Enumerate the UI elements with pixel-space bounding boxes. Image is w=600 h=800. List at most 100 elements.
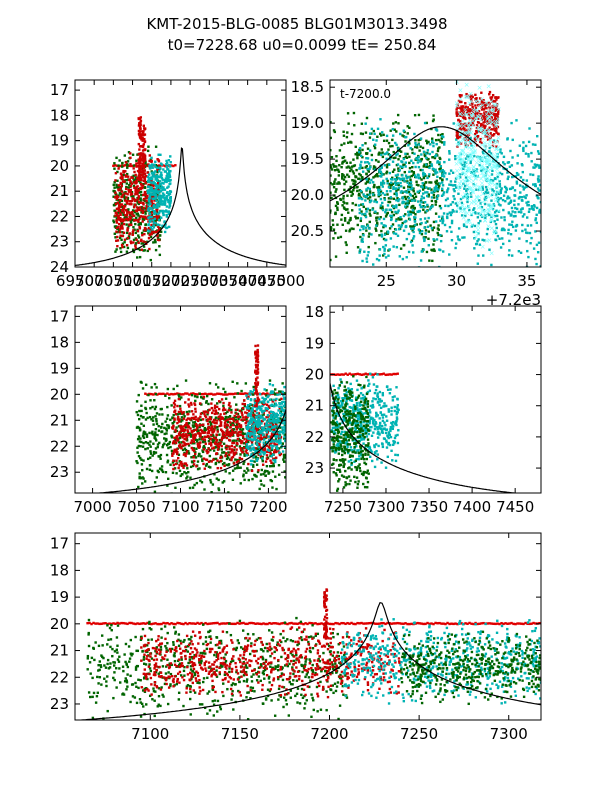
data-point-green <box>228 472 231 475</box>
data-point-red <box>118 199 122 202</box>
data-point-red <box>130 199 134 203</box>
data-point-cyan <box>444 198 448 202</box>
data-point-red <box>213 425 217 428</box>
data-point-green <box>117 164 120 167</box>
data-point-spike <box>141 159 144 162</box>
data-point-cyan <box>396 234 400 238</box>
data-point-cyan <box>449 169 453 172</box>
data-point-cyan <box>525 231 528 234</box>
data-point-green <box>332 228 336 231</box>
data-point-cyan <box>484 171 488 174</box>
data-point-lightcyan: × <box>483 208 489 216</box>
data-point-green <box>424 211 427 214</box>
data-point-red <box>489 127 492 131</box>
data-point-green <box>139 428 142 431</box>
data-point-spike <box>138 159 142 162</box>
data-point-green <box>154 439 158 442</box>
data-point-lightcyan: × <box>468 138 474 146</box>
data-point-red <box>468 116 472 119</box>
data-point-cyan <box>151 228 154 231</box>
data-point-lightcyan: × <box>494 118 500 126</box>
data-point-cyan <box>419 137 423 140</box>
data-point-cyan <box>459 206 462 209</box>
data-point-red <box>125 196 128 199</box>
data-point-green <box>375 219 378 222</box>
data-point-red <box>115 219 118 222</box>
data-point-green <box>367 197 370 200</box>
data-point-green <box>359 174 362 177</box>
data-point-cyan <box>383 233 387 236</box>
data-point-green <box>348 169 352 173</box>
data-point-red <box>121 180 125 183</box>
data-point-cyan <box>163 225 166 228</box>
data-point-green <box>382 225 385 229</box>
data-point-red <box>135 165 138 168</box>
data-point-green <box>365 173 368 176</box>
data-point-green <box>346 208 349 211</box>
data-point-green <box>149 407 152 410</box>
data-point-green <box>330 155 334 159</box>
data-point-green <box>380 148 383 151</box>
data-point-cyan <box>412 251 415 254</box>
data-point-lightcyan: × <box>476 155 482 163</box>
data-point-red <box>461 123 465 126</box>
data-point-green <box>125 250 129 253</box>
data-point-red <box>225 436 228 440</box>
data-point-cyan <box>409 187 413 191</box>
data-point-cyan <box>410 184 413 187</box>
data-point-cyan <box>475 175 478 178</box>
data-point-red <box>459 142 463 145</box>
data-point-cyan <box>165 197 169 201</box>
data-point-cyan <box>476 175 480 178</box>
data-point-lightcyan: × <box>480 190 486 198</box>
data-point-green <box>180 473 184 476</box>
data-point-lightcyan: × <box>485 177 491 185</box>
data-point-spike <box>141 165 145 168</box>
data-point-cyan <box>461 236 464 239</box>
data-point-cyan <box>508 223 511 226</box>
data-point-green <box>153 399 156 402</box>
data-point-green <box>159 230 163 233</box>
x-tick-label: 7450 <box>248 272 286 290</box>
data-point-green <box>148 464 152 467</box>
data-point-cyan <box>155 186 158 189</box>
data-point-green <box>333 180 336 183</box>
data-point-cyan <box>359 228 362 232</box>
data-point-red <box>263 402 266 406</box>
data-point-lightcyan: × <box>475 124 481 132</box>
data-point-cyan <box>435 197 439 200</box>
data-point-green <box>243 469 246 473</box>
data-point-cyan <box>457 142 461 146</box>
data-point-cyan <box>446 212 449 216</box>
data-point-cyan <box>462 167 465 171</box>
data-point-red <box>470 97 473 101</box>
data-point-red <box>150 160 153 164</box>
data-point-cyan <box>161 188 164 192</box>
data-point-cyan <box>158 187 161 190</box>
data-point-green <box>153 407 157 411</box>
data-point-green <box>366 180 370 184</box>
data-point-cyan <box>368 227 371 230</box>
data-point-lightcyan: × <box>470 110 476 118</box>
data-point-cyan <box>496 152 499 156</box>
data-point-cyan <box>466 195 470 199</box>
data-point-flat <box>122 164 125 168</box>
data-point-red <box>492 104 495 108</box>
data-point-green <box>337 174 341 177</box>
data-point-cyan <box>448 183 451 186</box>
data-point-cyan <box>424 232 427 235</box>
data-point-cyan <box>477 212 480 215</box>
data-point-red <box>492 140 495 144</box>
x-tick-label: 7000 <box>75 272 113 290</box>
data-point-cyan <box>147 203 150 206</box>
data-point-green <box>406 132 409 135</box>
data-point-flat <box>204 392 207 395</box>
data-point-red <box>115 221 119 224</box>
data-point-red <box>152 187 155 190</box>
data-point-lightcyan: × <box>479 206 485 214</box>
data-point-green <box>137 485 140 489</box>
data-point-green <box>160 468 163 471</box>
data-point-cyan <box>443 143 446 146</box>
data-point-red <box>459 107 462 110</box>
data-point-red <box>123 180 126 183</box>
